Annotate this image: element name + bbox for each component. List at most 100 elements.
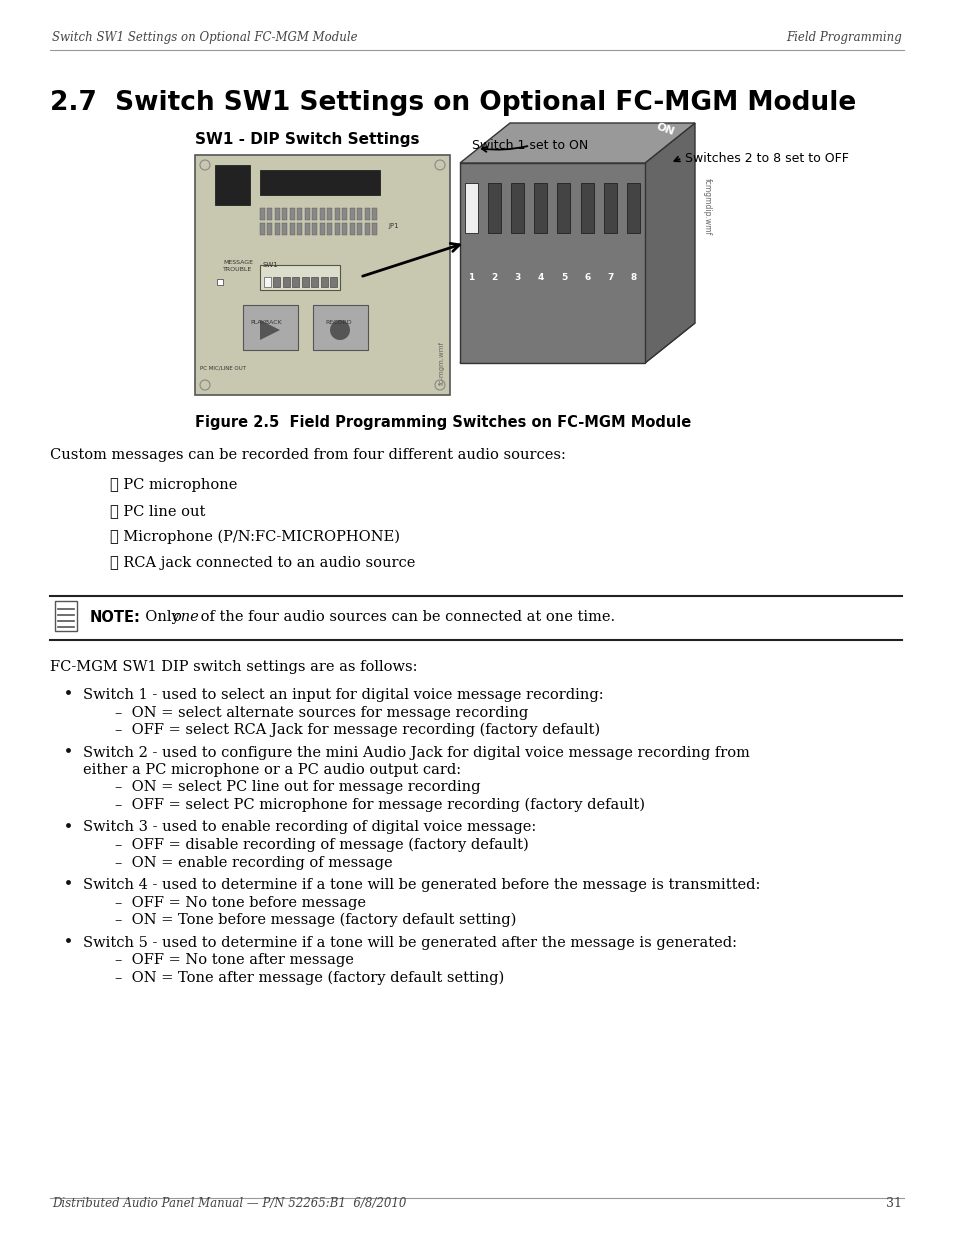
Text: –  ON = Tone before message (factory default setting): – ON = Tone before message (factory defa… <box>115 913 516 927</box>
Bar <box>313 224 317 235</box>
Text: ✓ RCA jack connected to an audio source: ✓ RCA jack connected to an audio source <box>110 556 415 571</box>
Bar <box>274 224 280 235</box>
Text: Field Programming: Field Programming <box>785 31 901 44</box>
Bar <box>302 277 309 287</box>
Text: ✓ Microphone (P/N:FC-MICROPHONE): ✓ Microphone (P/N:FC-MICROPHONE) <box>110 530 399 545</box>
Text: Switch SW1 Settings on Optional FC-MGM Module: Switch SW1 Settings on Optional FC-MGM M… <box>52 31 357 44</box>
Bar <box>313 305 368 350</box>
Bar <box>260 170 379 195</box>
Circle shape <box>330 320 350 340</box>
Bar <box>214 165 250 205</box>
Bar <box>342 207 347 220</box>
Text: 8: 8 <box>630 273 636 282</box>
Text: JP1: JP1 <box>388 224 398 228</box>
Text: ON: ON <box>655 121 676 137</box>
Bar <box>319 207 325 220</box>
Bar <box>260 266 339 290</box>
Text: NOTE:: NOTE: <box>90 610 141 625</box>
Text: Switches 2 to 8 set to OFF: Switches 2 to 8 set to OFF <box>674 152 848 165</box>
Text: –  ON = Tone after message (factory default setting): – ON = Tone after message (factory defau… <box>115 971 504 984</box>
Bar <box>330 277 337 287</box>
Bar <box>283 277 290 287</box>
Bar <box>327 224 333 235</box>
Text: Switch 2 - used to configure the mini Audio Jack for digital voice message recor: Switch 2 - used to configure the mini Au… <box>83 746 749 760</box>
Bar <box>372 207 377 220</box>
Text: PLAYBACK: PLAYBACK <box>250 320 281 325</box>
Polygon shape <box>260 320 280 340</box>
Bar <box>297 207 302 220</box>
Bar <box>342 224 347 235</box>
Text: Switch 4 - used to determine if a tone will be generated before the message is t: Switch 4 - used to determine if a tone w… <box>83 878 760 892</box>
Bar <box>290 207 294 220</box>
Bar <box>319 224 325 235</box>
Text: MESSAGE: MESSAGE <box>223 261 253 266</box>
Text: Switch 1 set to ON: Switch 1 set to ON <box>472 140 588 152</box>
Bar <box>216 279 223 285</box>
Text: FC-MGM SW1 DIP switch settings are as follows:: FC-MGM SW1 DIP switch settings are as fo… <box>50 659 417 674</box>
Text: –  OFF = No tone before message: – OFF = No tone before message <box>115 895 366 909</box>
Text: 2: 2 <box>491 273 497 282</box>
Polygon shape <box>557 183 570 233</box>
Text: –  OFF = No tone after message: – OFF = No tone after message <box>115 953 354 967</box>
Text: ✓ PC line out: ✓ PC line out <box>110 504 205 517</box>
Text: SW1: SW1 <box>263 262 278 268</box>
Text: fc-mgm.wmf: fc-mgm.wmf <box>438 341 444 385</box>
Text: Distributed Audio Panel Manual — P/N 52265:B1  6/8/2010: Distributed Audio Panel Manual — P/N 522… <box>52 1197 406 1210</box>
Bar <box>350 207 355 220</box>
Text: –  ON = select alternate sources for message recording: – ON = select alternate sources for mess… <box>115 705 528 720</box>
Polygon shape <box>580 183 593 233</box>
Bar <box>357 224 362 235</box>
Bar <box>293 277 299 287</box>
Text: Custom messages can be recorded from four different audio sources:: Custom messages can be recorded from fou… <box>50 448 565 462</box>
Bar <box>264 277 271 287</box>
Text: 4: 4 <box>537 273 543 282</box>
Bar <box>327 207 333 220</box>
Text: 31: 31 <box>885 1197 901 1210</box>
Bar <box>55 601 77 631</box>
Bar <box>267 224 273 235</box>
Bar <box>243 305 297 350</box>
Polygon shape <box>534 183 547 233</box>
Polygon shape <box>511 183 523 233</box>
Bar <box>312 277 318 287</box>
Text: –  OFF = select RCA Jack for message recording (factory default): – OFF = select RCA Jack for message reco… <box>115 722 599 737</box>
Polygon shape <box>603 183 616 233</box>
Text: Switch 1 - used to select an input for digital voice message recording:: Switch 1 - used to select an input for d… <box>83 688 603 701</box>
Bar <box>260 207 265 220</box>
Polygon shape <box>459 124 695 163</box>
Text: ✓ PC microphone: ✓ PC microphone <box>110 478 237 492</box>
Polygon shape <box>459 324 695 363</box>
Text: one: one <box>172 610 198 624</box>
Bar <box>305 224 310 235</box>
Text: PC MIC/LINE OUT: PC MIC/LINE OUT <box>200 366 246 370</box>
Text: –  ON = enable recording of message: – ON = enable recording of message <box>115 856 393 869</box>
Bar <box>274 277 280 287</box>
Text: –  OFF = disable recording of message (factory default): – OFF = disable recording of message (fa… <box>115 839 528 852</box>
Bar <box>365 224 370 235</box>
Text: 3: 3 <box>515 273 520 282</box>
Bar <box>282 207 287 220</box>
Bar <box>372 224 377 235</box>
Text: 2.7  Switch SW1 Settings on Optional FC-MGM Module: 2.7 Switch SW1 Settings on Optional FC-M… <box>50 90 856 116</box>
Bar <box>260 224 265 235</box>
Bar <box>335 207 339 220</box>
Bar <box>320 277 328 287</box>
Text: 6: 6 <box>583 273 590 282</box>
Bar <box>313 207 317 220</box>
Polygon shape <box>488 183 500 233</box>
Text: RECORD: RECORD <box>325 320 352 325</box>
Text: TROUBLE: TROUBLE <box>223 267 252 272</box>
Text: 1: 1 <box>468 273 475 282</box>
Bar <box>365 207 370 220</box>
Text: Switch 3 - used to enable recording of digital voice message:: Switch 3 - used to enable recording of d… <box>83 820 536 835</box>
Text: Figure 2.5  Field Programming Switches on FC-MGM Module: Figure 2.5 Field Programming Switches on… <box>194 415 691 430</box>
Text: –  ON = select PC line out for message recording: – ON = select PC line out for message re… <box>115 781 480 794</box>
Bar <box>305 207 310 220</box>
Text: either a PC microphone or a PC audio output card:: either a PC microphone or a PC audio out… <box>83 763 460 777</box>
Bar <box>335 224 339 235</box>
Bar <box>297 224 302 235</box>
Polygon shape <box>464 183 477 233</box>
Polygon shape <box>644 124 695 363</box>
Text: of the four audio sources can be connected at one time.: of the four audio sources can be connect… <box>195 610 615 624</box>
Text: 7: 7 <box>606 273 613 282</box>
